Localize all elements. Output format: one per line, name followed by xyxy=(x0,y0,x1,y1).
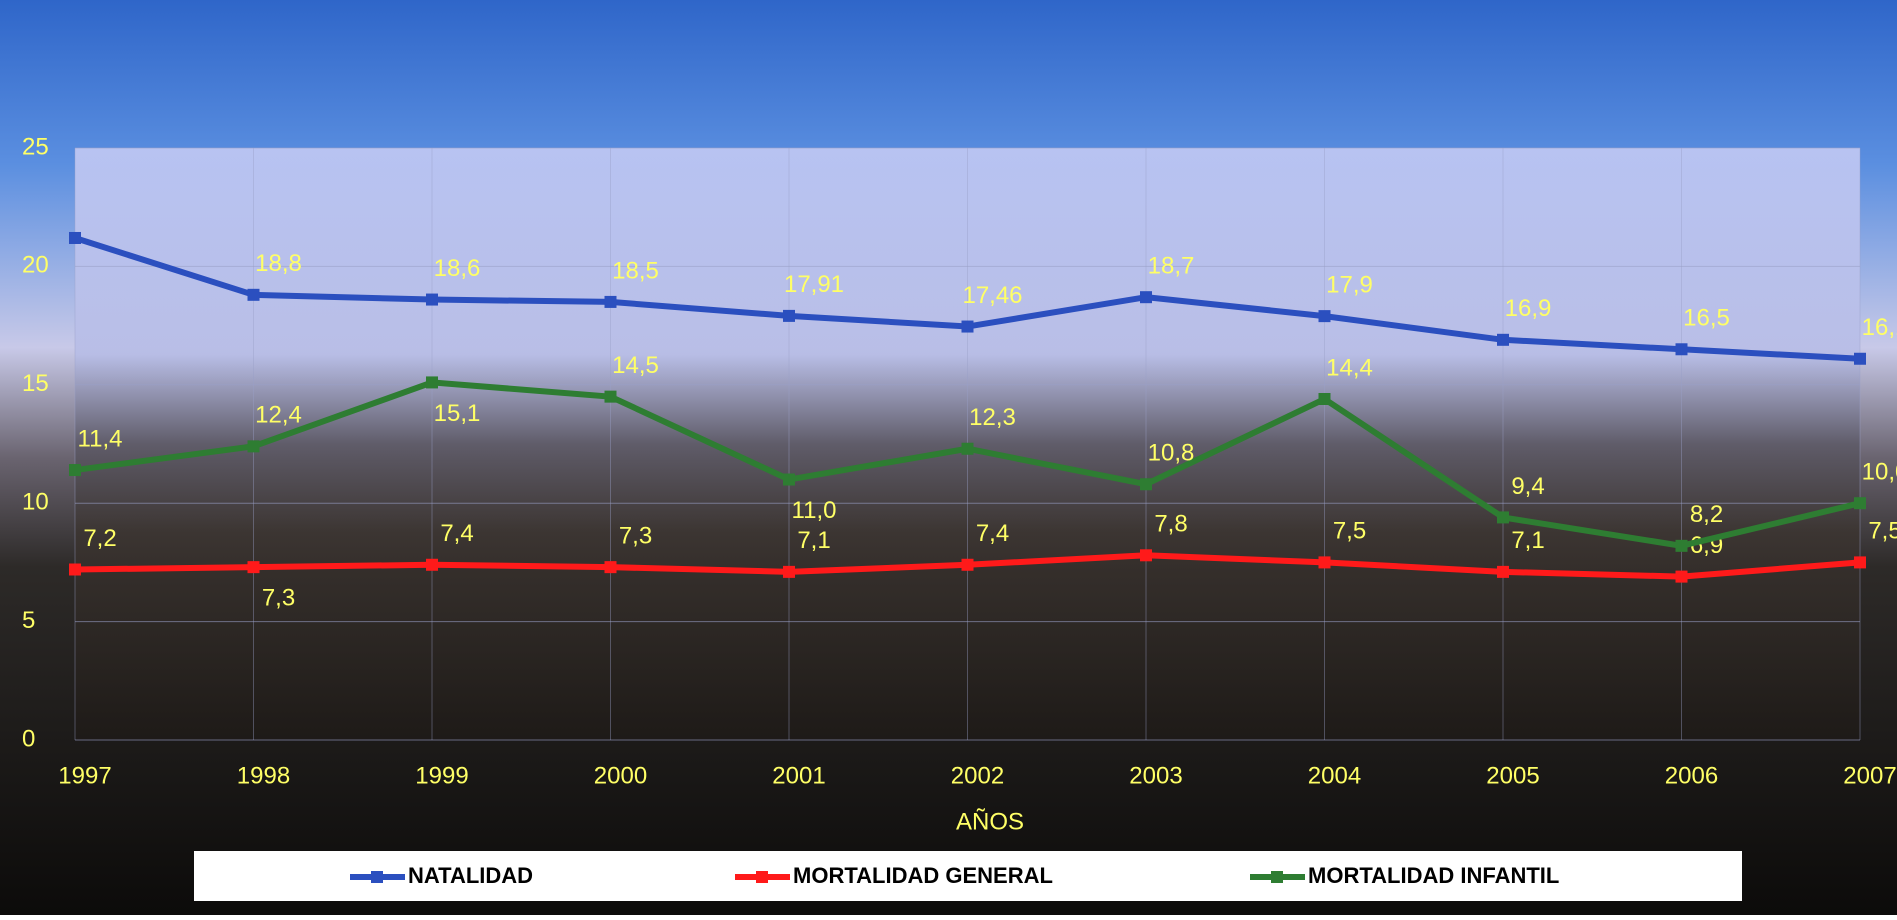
y-tick-label: 5 xyxy=(22,607,35,634)
data-label: 16,1 xyxy=(1862,314,1897,341)
point-marker xyxy=(69,464,81,477)
data-label: 12,3 xyxy=(969,404,1016,431)
data-label: 10,8 xyxy=(1148,440,1195,467)
data-label: 12,4 xyxy=(255,402,302,429)
legend-marker xyxy=(371,871,383,883)
point-marker xyxy=(1497,333,1509,346)
point-marker xyxy=(1675,570,1688,583)
point-marker xyxy=(1675,539,1688,552)
data-label: 9,4 xyxy=(1511,473,1544,500)
data-label: 15,1 xyxy=(434,400,481,427)
legend xyxy=(194,851,1742,901)
point-marker xyxy=(604,390,617,403)
point-marker xyxy=(1497,565,1509,578)
data-label: 18,8 xyxy=(255,250,302,277)
point-marker xyxy=(1854,556,1866,569)
legend-label: MORTALIDAD GENERAL xyxy=(793,863,1053,888)
x-axis-title: AÑOS xyxy=(956,808,1024,835)
data-label: 7,4 xyxy=(440,520,473,547)
x-tick-label: 2004 xyxy=(1308,762,1361,789)
point-marker xyxy=(783,565,795,578)
point-marker xyxy=(247,288,260,301)
data-label: 7,3 xyxy=(262,584,295,611)
point-marker xyxy=(69,231,81,244)
point-marker xyxy=(604,295,617,308)
point-marker xyxy=(1854,352,1866,365)
point-marker xyxy=(426,293,438,306)
point-marker xyxy=(961,442,974,455)
point-marker xyxy=(247,440,260,453)
data-label: 14,4 xyxy=(1326,354,1373,381)
point-marker xyxy=(961,320,974,333)
y-tick-label: 0 xyxy=(22,725,35,752)
data-label: 7,1 xyxy=(1511,527,1544,554)
data-label: 7,5 xyxy=(1333,518,1366,545)
y-tick-label: 10 xyxy=(22,489,49,516)
data-label: 17,91 xyxy=(784,271,844,298)
legend-label: NATALIDAD xyxy=(408,863,533,888)
x-tick-label: 2003 xyxy=(1129,762,1182,789)
data-label: 18,6 xyxy=(434,255,481,282)
x-tick-label: 2005 xyxy=(1486,762,1539,789)
x-tick-label: 2000 xyxy=(594,762,647,789)
point-marker xyxy=(247,561,260,574)
point-marker xyxy=(961,558,974,571)
point-marker xyxy=(1318,393,1331,406)
data-label: 7,5 xyxy=(1868,518,1897,545)
point-marker xyxy=(1140,291,1152,304)
legend-label: MORTALIDAD INFANTIL xyxy=(1308,863,1559,888)
y-tick-label: 20 xyxy=(22,252,49,279)
point-marker xyxy=(604,561,617,574)
x-tick-label: 2006 xyxy=(1665,762,1718,789)
data-label: 8,2 xyxy=(1690,501,1723,528)
data-label: 7,1 xyxy=(797,527,830,554)
point-marker xyxy=(1675,343,1688,356)
data-label: 7,4 xyxy=(976,520,1009,547)
point-marker xyxy=(1140,549,1152,562)
point-marker xyxy=(1318,310,1331,323)
data-label: 7,2 xyxy=(83,525,116,552)
data-label: 11,4 xyxy=(78,425,123,452)
data-label: 7,8 xyxy=(1154,511,1187,538)
y-tick-label: 15 xyxy=(22,370,49,397)
data-label: 11,0 xyxy=(792,497,837,524)
legend-marker xyxy=(1271,871,1283,883)
x-tick-label: 2007 xyxy=(1843,762,1896,789)
x-tick-label: 1997 xyxy=(58,762,111,789)
data-label: 16,5 xyxy=(1683,305,1730,332)
x-tick-label: 2001 xyxy=(772,762,825,789)
point-marker xyxy=(1854,497,1866,510)
x-tick-label: 2002 xyxy=(951,762,1004,789)
x-tick-label: 1999 xyxy=(415,762,468,789)
y-tick-label: 25 xyxy=(22,133,49,160)
data-label: 10,0 xyxy=(1862,459,1897,486)
point-marker xyxy=(1140,478,1152,491)
legend-marker xyxy=(756,871,768,883)
data-label: 7,3 xyxy=(619,522,652,549)
data-label: 17,9 xyxy=(1326,271,1373,298)
point-marker xyxy=(1318,556,1331,569)
point-marker xyxy=(1497,511,1509,524)
point-marker xyxy=(783,473,795,486)
point-marker xyxy=(69,563,81,576)
point-marker xyxy=(783,309,795,322)
point-marker xyxy=(426,376,438,389)
data-label: 18,5 xyxy=(612,257,659,284)
x-tick-label: 1998 xyxy=(237,762,290,789)
data-label: 14,5 xyxy=(612,352,659,379)
data-label: 18,7 xyxy=(1148,253,1195,280)
data-label: 16,9 xyxy=(1505,295,1552,322)
point-marker xyxy=(426,558,438,571)
data-label: 17,46 xyxy=(962,282,1022,309)
